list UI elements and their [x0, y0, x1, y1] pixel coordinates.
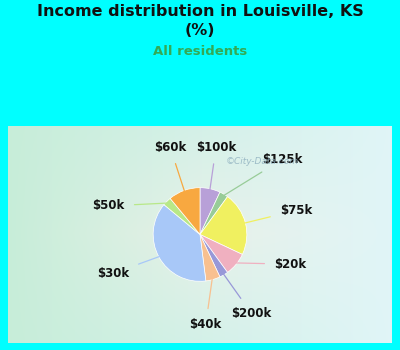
Wedge shape: [200, 192, 228, 234]
Text: $200k: $200k: [223, 273, 272, 320]
Wedge shape: [200, 234, 242, 272]
Wedge shape: [170, 188, 200, 235]
Wedge shape: [200, 234, 220, 281]
Text: $30k: $30k: [97, 256, 161, 280]
Text: All residents: All residents: [153, 45, 247, 58]
Text: $60k: $60k: [154, 141, 186, 193]
Wedge shape: [164, 198, 200, 235]
Wedge shape: [153, 205, 206, 281]
Wedge shape: [200, 234, 228, 277]
Text: $20k: $20k: [234, 258, 306, 271]
Text: Income distribution in Louisville, KS: Income distribution in Louisville, KS: [37, 4, 363, 19]
Text: $50k: $50k: [92, 199, 168, 212]
Text: $40k: $40k: [190, 277, 222, 331]
Text: $100k: $100k: [196, 141, 236, 191]
Text: $75k: $75k: [243, 204, 312, 223]
Text: ©City-Data.com: ©City-Data.com: [226, 158, 299, 166]
Text: (%): (%): [185, 23, 215, 38]
Wedge shape: [200, 197, 247, 254]
Wedge shape: [200, 188, 220, 235]
Text: $125k: $125k: [223, 153, 303, 196]
